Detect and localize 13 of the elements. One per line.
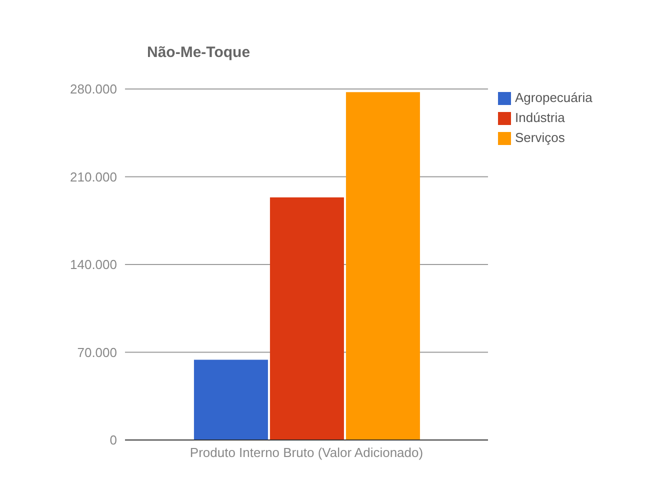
legend-label: Serviços [515, 130, 565, 145]
y-tick-label: 210.000 [70, 169, 117, 184]
y-tick-label: 70.000 [77, 344, 117, 360]
y-tick-label: 0 [110, 432, 117, 448]
legend-label: Indústria [515, 110, 565, 125]
bar [346, 92, 420, 440]
y-tick-label: 280.000 [70, 82, 117, 97]
bar [270, 197, 344, 440]
y-tick-label: 140.000 [70, 257, 117, 272]
chart-title: Não-Me-Toque [147, 44, 250, 61]
bar [194, 360, 268, 440]
x-tick-label: Produto Interno Bruto (Valor Adicionado) [190, 445, 424, 460]
legend-label: Agropecuária [515, 90, 592, 105]
